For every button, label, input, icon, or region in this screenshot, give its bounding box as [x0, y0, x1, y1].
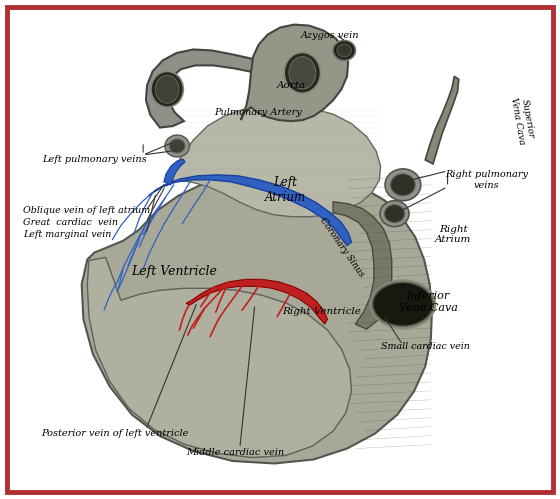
Polygon shape — [87, 257, 352, 458]
Polygon shape — [149, 175, 352, 246]
Ellipse shape — [151, 71, 183, 107]
Ellipse shape — [156, 75, 179, 103]
Text: Right Ventricle: Right Ventricle — [282, 307, 361, 316]
Text: Superior
Vena Cava: Superior Vena Cava — [509, 95, 536, 145]
FancyBboxPatch shape — [7, 6, 553, 493]
Circle shape — [333, 40, 356, 60]
Text: Aorta: Aorta — [277, 81, 306, 90]
Text: Oblique vein of left atrium: Oblique vein of left atrium — [23, 206, 150, 215]
Polygon shape — [186, 279, 328, 324]
Circle shape — [165, 135, 189, 157]
Circle shape — [385, 205, 404, 223]
Polygon shape — [333, 202, 392, 329]
Text: Inferior
Vena Cava: Inferior Vena Cava — [399, 291, 458, 312]
Ellipse shape — [289, 57, 316, 89]
Polygon shape — [146, 49, 333, 128]
Text: Great  cardiac  vein: Great cardiac vein — [23, 218, 118, 227]
Text: Small cardiac vein: Small cardiac vein — [381, 342, 470, 351]
Text: Left marginal vein: Left marginal vein — [23, 230, 111, 239]
Text: Middle cardiac vein: Middle cardiac vein — [186, 448, 284, 457]
Circle shape — [337, 44, 352, 57]
Text: Left
Atrium: Left Atrium — [265, 176, 306, 204]
Ellipse shape — [373, 282, 433, 326]
Text: Left Ventricle: Left Ventricle — [131, 265, 217, 278]
Text: Right
Atrium: Right Atrium — [435, 225, 472, 245]
Ellipse shape — [371, 280, 435, 328]
Circle shape — [380, 201, 409, 227]
Circle shape — [385, 169, 421, 201]
Polygon shape — [425, 76, 459, 164]
Ellipse shape — [284, 52, 320, 93]
Text: Pulmonary Artery: Pulmonary Artery — [214, 108, 301, 117]
Polygon shape — [168, 105, 381, 217]
Text: Azygos vein: Azygos vein — [301, 31, 360, 40]
Text: Posterior vein of left ventricle: Posterior vein of left ventricle — [41, 429, 189, 438]
Text: Coronary Sinus: Coronary Sinus — [318, 216, 365, 278]
Text: Left pulmonary veins: Left pulmonary veins — [43, 155, 147, 165]
Polygon shape — [241, 24, 348, 121]
Text: Right pulmonary
veins: Right pulmonary veins — [445, 170, 528, 190]
Circle shape — [169, 139, 185, 153]
Circle shape — [391, 174, 415, 196]
Polygon shape — [82, 171, 432, 464]
Polygon shape — [164, 159, 185, 185]
